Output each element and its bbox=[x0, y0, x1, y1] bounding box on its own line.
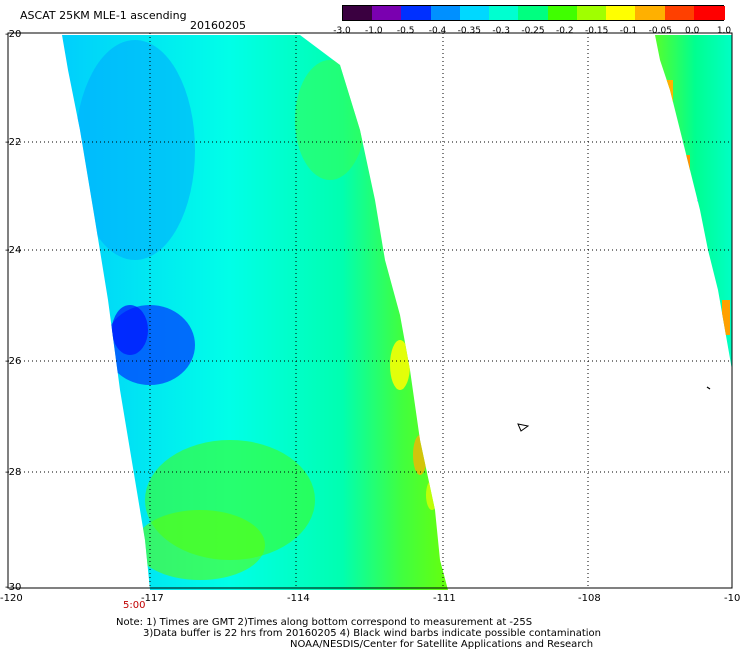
colorbar-tick-label: -0.2 bbox=[556, 26, 574, 36]
colorbar-segment bbox=[576, 6, 608, 20]
note-line-3: NOAA/NESDIS/Center for Satellite Applica… bbox=[290, 639, 594, 650]
y-tick-label: -20 bbox=[5, 29, 21, 40]
colorbar-tick-label: -0.25 bbox=[521, 26, 544, 36]
colorbar-segment bbox=[372, 6, 404, 20]
colorbar-segment bbox=[489, 6, 521, 20]
island-dot bbox=[706, 386, 711, 390]
colorbar-tick-label: -0.35 bbox=[458, 26, 481, 36]
island-outline bbox=[517, 423, 530, 432]
colorbar-segment bbox=[664, 6, 696, 20]
colorbar bbox=[342, 5, 725, 21]
colorbar-tick-label: 1.0 bbox=[717, 26, 732, 36]
x-tick-label: -111 bbox=[433, 593, 456, 604]
colorbar-segment bbox=[430, 6, 462, 20]
colorbar-tick-label: -0.5 bbox=[397, 26, 415, 36]
y-tick-label: -22 bbox=[5, 137, 21, 148]
colorbar-segment bbox=[343, 6, 375, 20]
note-line-1: Note: 1) Times are GMT 2)Times along bot… bbox=[116, 617, 533, 628]
y-tick-label: -30 bbox=[5, 582, 21, 593]
colorbar-segment bbox=[635, 6, 667, 20]
x-tick-label: -114 bbox=[287, 593, 310, 604]
time-label: 5:00 bbox=[123, 600, 145, 611]
x-tick-label: -10 bbox=[724, 593, 740, 604]
colorbar-segment bbox=[459, 6, 492, 20]
x-tick-label: -108 bbox=[578, 593, 601, 604]
note-line-2: 3)Data buffer is 22 hrs from 20160205 4)… bbox=[143, 628, 601, 639]
colorbar-tick-label: -0.1 bbox=[620, 26, 638, 36]
y-tick-label: -26 bbox=[5, 356, 21, 367]
x-tick-label: -120 bbox=[0, 593, 23, 604]
colorbar-segment bbox=[693, 6, 725, 20]
colorbar-tick-label: -3.0 bbox=[333, 26, 351, 36]
colorbar-segment bbox=[606, 6, 638, 20]
map-frame bbox=[7, 32, 733, 589]
y-tick-label: -28 bbox=[5, 467, 21, 478]
colorbar-tick-label: -0.15 bbox=[585, 26, 608, 36]
swath-west bbox=[62, 35, 448, 590]
map-title: ASCAT 25KM MLE-1 ascending bbox=[20, 9, 187, 22]
x-tick-label: -117 bbox=[141, 593, 164, 604]
colorbar-tick-label: -0.4 bbox=[429, 26, 447, 36]
colorbar-tick-label: -1.0 bbox=[365, 26, 383, 36]
colorbar-segment bbox=[401, 6, 433, 20]
colorbar-labels: -3.0 -1.0 -0.5 -0.4 -0.35 -0.3 -0.25 -0.2 -0.15 -… bbox=[333, 26, 732, 36]
map-date: 20160205 bbox=[190, 19, 246, 32]
colorbar-tick-label: 0.0 bbox=[685, 26, 700, 36]
swath-east bbox=[655, 35, 732, 370]
y-tick-label: -24 bbox=[5, 245, 21, 256]
colorbar-tick-label: -0.3 bbox=[492, 26, 510, 36]
colorbar-segment bbox=[518, 6, 550, 20]
colorbar-tick-label: -0.05 bbox=[649, 26, 672, 36]
graticule bbox=[8, 33, 732, 588]
colorbar-segment bbox=[547, 6, 579, 20]
